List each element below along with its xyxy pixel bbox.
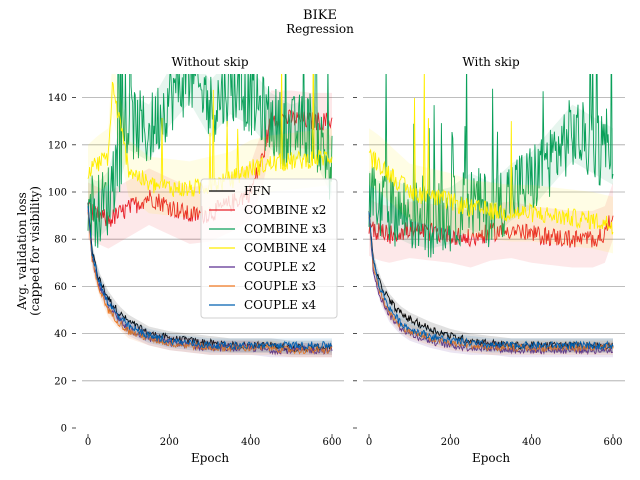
series-line	[87, 212, 333, 355]
y-tick-label: 60	[54, 282, 67, 293]
legend-label: COUPLE x3	[244, 279, 316, 293]
series-line	[368, 74, 614, 258]
x-tick-label: 600	[322, 437, 341, 448]
series-line	[87, 74, 333, 248]
y-tick-label: 140	[48, 93, 67, 104]
series-line	[368, 212, 614, 351]
series-band	[369, 182, 613, 268]
legend: FFN COMBINE x2 COMBINE x3 COMBINE x4 COUPLE …	[200, 178, 338, 319]
y-axis-label-line: (capped for visibility)	[28, 186, 42, 316]
x-tick-label: 0	[85, 437, 91, 448]
legend-label: COMBINE x3	[244, 222, 326, 236]
series-line	[368, 211, 614, 351]
y-tick-label: 20	[54, 376, 67, 387]
series-line	[87, 74, 333, 198]
y-tick-label: 80	[54, 235, 67, 246]
panel-title: With skip	[462, 55, 520, 69]
x-tick-label: 400	[522, 437, 541, 448]
legend-label: COUPLE x2	[244, 260, 316, 274]
y-tick-label: 120	[48, 140, 67, 151]
x-tick-label: 0	[366, 437, 372, 448]
plot-area	[368, 74, 614, 358]
chart-panel-with-skip: With skip 0 200 400 600 Epoch	[353, 55, 625, 465]
figure-title: BIKE	[303, 8, 337, 23]
series-band	[88, 90, 332, 249]
series-line	[368, 74, 614, 235]
y-tick-label: 40	[54, 329, 67, 340]
x-tick-label: 200	[441, 437, 460, 448]
x-tick-label: 600	[603, 437, 622, 448]
series-line	[368, 215, 614, 248]
legend-label: COUPLE x4	[244, 298, 317, 312]
series-band	[369, 128, 613, 254]
figure-subtitle: Regression	[286, 22, 354, 36]
y-tick-label: 100	[48, 188, 67, 199]
legend-box	[200, 178, 338, 319]
panel-title: Without skip	[171, 55, 248, 69]
series-line	[87, 206, 333, 351]
x-tick-label: 200	[160, 437, 179, 448]
x-axis-label: Epoch	[472, 451, 510, 465]
legend-label: FFN	[244, 184, 271, 198]
y-axis-label: Avg. validation loss(capped for visibili…	[15, 186, 42, 316]
x-tick-label: 400	[241, 437, 260, 448]
x-axis-label: Epoch	[191, 451, 229, 465]
legend-label: COMBINE x2	[244, 203, 326, 217]
y-axis-label-line: Avg. validation loss	[15, 192, 29, 311]
y-tick-label: 0	[61, 424, 67, 435]
legend-label: COMBINE x4	[244, 241, 327, 255]
